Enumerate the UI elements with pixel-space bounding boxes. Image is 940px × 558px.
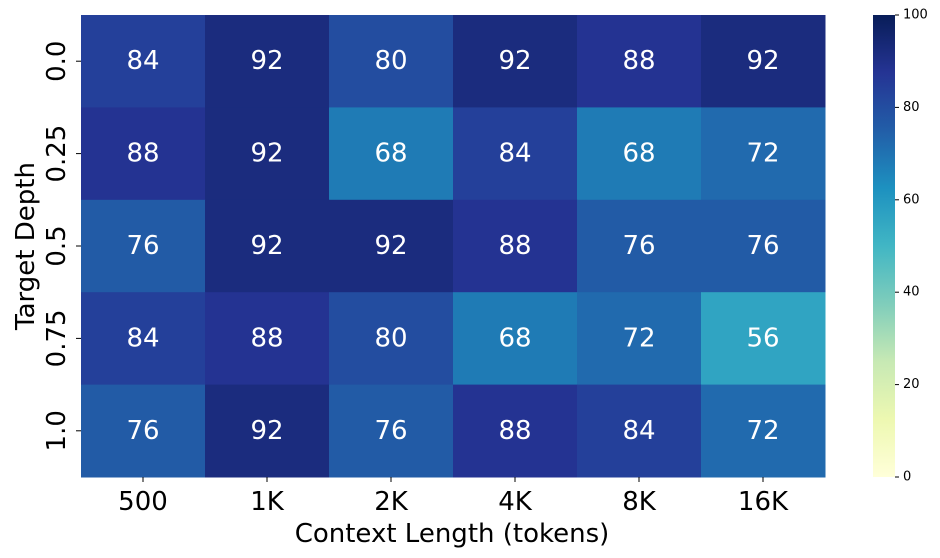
cell-value-label: 76 — [126, 416, 159, 446]
cell-value-label: 76 — [746, 231, 779, 261]
colorbar-tick-label: 60 — [903, 192, 920, 207]
heatmap-cell — [701, 15, 826, 108]
cell-value-label: 56 — [746, 323, 779, 353]
colorbar-tick-label: 100 — [903, 8, 928, 23]
heatmap-cell — [453, 15, 578, 108]
heatmap-cell — [701, 199, 826, 293]
heatmap-cell — [577, 199, 702, 293]
cell-value-label: 80 — [374, 323, 407, 353]
y-axis-ticks: 0.0 0.25 0.5 0.75 1.0 — [42, 41, 81, 451]
heatmap-cell — [205, 384, 330, 478]
cell-value-label: 68 — [374, 139, 407, 169]
cell-value-label: 84 — [126, 323, 159, 353]
heatmap-cell — [577, 15, 702, 108]
cell-value-label: 72 — [746, 416, 779, 446]
cell-value-label: 68 — [498, 323, 531, 353]
heatmap-cell — [453, 107, 578, 201]
heatmap-cell — [577, 292, 702, 386]
x-tick-label: 1K — [250, 487, 285, 517]
x-tick-label: 500 — [118, 487, 168, 517]
heatmap-cell — [205, 292, 330, 386]
y-tick-label: 0.25 — [42, 125, 72, 183]
heatmap-cell — [81, 15, 206, 108]
cell-value-label: 92 — [250, 46, 283, 76]
heatmap-cell — [329, 384, 454, 478]
cell-value-label: 92 — [374, 231, 407, 261]
heatmap-cell — [453, 292, 578, 386]
cell-value-label: 92 — [746, 46, 779, 76]
heatmap-cell — [701, 384, 826, 478]
colorbar — [873, 15, 895, 477]
heatmap-cell — [205, 107, 330, 201]
cell-value-label: 88 — [126, 139, 159, 169]
heatmap-cell — [329, 199, 454, 293]
x-tick-label: 2K — [374, 487, 409, 517]
cell-value-label: 92 — [250, 231, 283, 261]
heatmap-cell — [329, 107, 454, 201]
heatmap-cell — [81, 199, 206, 293]
x-axis-ticks: 500 1K 2K 4K 8K 16K — [118, 477, 789, 517]
cell-value-label: 88 — [622, 46, 655, 76]
heatmap-cell — [329, 15, 454, 108]
cell-value-label: 88 — [250, 323, 283, 353]
heatmap-cell — [81, 107, 206, 201]
x-tick-label: 4K — [498, 487, 533, 517]
heatmap-cell — [81, 292, 206, 386]
cell-value-label: 84 — [622, 416, 655, 446]
y-tick-label: 0.5 — [42, 225, 72, 266]
cell-value-label: 88 — [498, 231, 531, 261]
cell-value-label: 76 — [126, 231, 159, 261]
cell-value-label: 92 — [250, 139, 283, 169]
x-tick-label: 16K — [738, 487, 789, 517]
cell-value-label: 80 — [374, 46, 407, 76]
y-tick-label: 0.75 — [42, 309, 72, 367]
heatmap-cell — [701, 292, 826, 386]
heatmap-cell-labels: 84 92 80 92 88 92 88 92 68 84 68 72 76 92 92 88 76 76 84 88… — [126, 46, 779, 446]
colorbar-tick-label: 80 — [903, 100, 920, 115]
y-axis-label: Target Depth — [11, 162, 41, 331]
heatmap-cell — [577, 384, 702, 478]
cell-value-label: 84 — [498, 139, 531, 169]
x-tick-label: 8K — [622, 487, 657, 517]
cell-value-label: 72 — [746, 139, 779, 169]
colorbar-tick-label: 0 — [903, 470, 911, 485]
cell-value-label: 68 — [622, 139, 655, 169]
y-tick-label: 0.0 — [42, 41, 72, 82]
heatmap-cell — [577, 107, 702, 201]
cell-value-label: 72 — [622, 323, 655, 353]
heatmap-cell — [205, 199, 330, 293]
y-tick-label: 1.0 — [42, 410, 72, 451]
cell-value-label: 84 — [126, 46, 159, 76]
heatmap-cell — [453, 384, 578, 478]
heatmap-cell — [453, 199, 578, 293]
cell-value-label: 76 — [622, 231, 655, 261]
colorbar-tick-label: 20 — [903, 377, 920, 392]
heatmap-cell — [329, 292, 454, 386]
heatmap-cells — [81, 15, 826, 478]
cell-value-label: 92 — [498, 46, 531, 76]
cell-value-label: 76 — [374, 416, 407, 446]
x-axis-label: Context Length (tokens) — [295, 519, 610, 549]
cell-value-label: 92 — [250, 416, 283, 446]
heatmap-cell — [701, 107, 826, 201]
heatmap-cell — [205, 15, 330, 108]
cell-value-label: 88 — [498, 416, 531, 446]
colorbar-tick-label: 40 — [903, 285, 920, 300]
heatmap-cell — [81, 384, 206, 478]
colorbar-ticks: 0 20 40 60 80 100 — [895, 8, 928, 485]
